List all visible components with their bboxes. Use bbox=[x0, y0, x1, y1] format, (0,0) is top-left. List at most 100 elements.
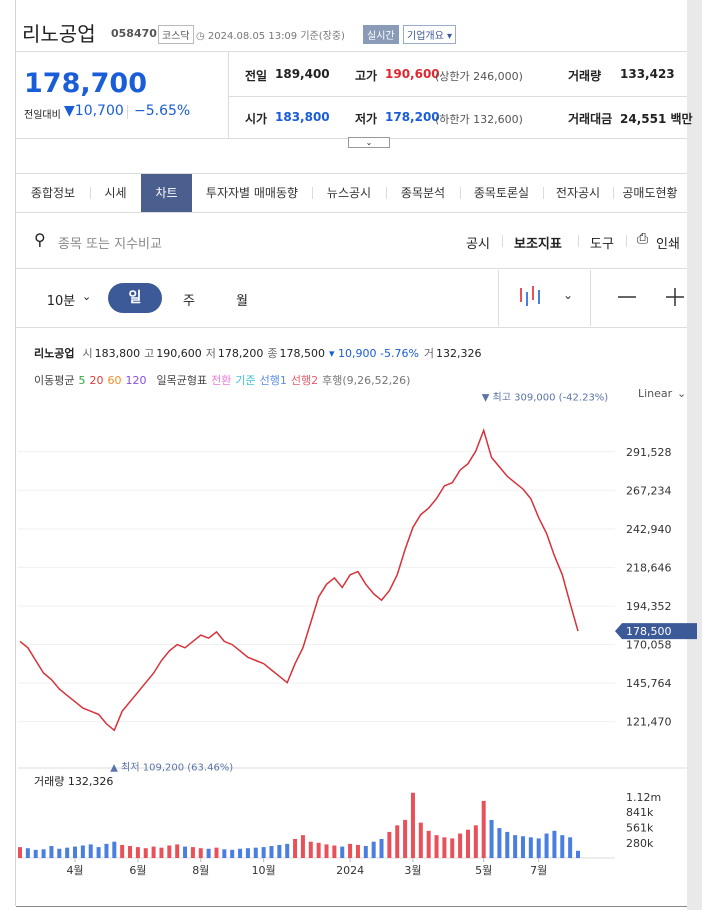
info-value: 132,326 bbox=[436, 347, 482, 360]
scale-arrow: ⌄ bbox=[677, 387, 686, 400]
volume-bar bbox=[308, 841, 313, 858]
tool-separator bbox=[502, 235, 503, 247]
chart-type-dropdown[interactable]: ⌄ bbox=[563, 288, 574, 302]
period[interactable]: 월 bbox=[236, 294, 248, 309]
summary-label: 거래대금 bbox=[568, 112, 613, 126]
last-price-tag bbox=[615, 623, 697, 640]
volume-bar bbox=[371, 841, 376, 858]
volume-bar bbox=[403, 819, 408, 858]
volume-bar bbox=[80, 845, 85, 858]
summary-value: 178,200 bbox=[385, 110, 440, 124]
tool[interactable]: 도구 bbox=[590, 237, 614, 252]
info-label: 저 bbox=[205, 347, 216, 360]
x-tick-label: 10월 bbox=[252, 864, 276, 877]
volume-bar bbox=[316, 842, 321, 858]
market-badge: 코스닥 bbox=[158, 25, 194, 44]
tab[interactable]: 공매도현황 bbox=[622, 186, 678, 200]
y-tick-label: 145,764 bbox=[626, 677, 672, 690]
period[interactable]: 일 bbox=[108, 283, 162, 313]
tab[interactable]: 종목토론실 bbox=[473, 186, 530, 200]
divider bbox=[16, 327, 687, 328]
period[interactable]: 10분 bbox=[46, 294, 76, 309]
volume-bar bbox=[348, 843, 353, 858]
tab-separator bbox=[90, 187, 91, 199]
tab[interactable]: 차트 bbox=[141, 174, 192, 212]
volume-bar bbox=[167, 845, 172, 858]
divider bbox=[16, 51, 687, 52]
volume-bar bbox=[505, 831, 510, 858]
volume-bar bbox=[528, 837, 533, 858]
datetime-text: 2024.08.05 13:09 기준(장중) bbox=[207, 31, 345, 42]
price-line bbox=[19, 428, 579, 732]
legend-title: 이동평균 bbox=[34, 374, 75, 387]
current-price: 178,700 bbox=[24, 68, 147, 99]
info-label: 고 bbox=[144, 347, 155, 360]
legend-item: 기준 bbox=[235, 374, 256, 387]
stock-code: 058470 bbox=[111, 27, 157, 40]
volume-bar bbox=[363, 846, 368, 858]
tab[interactable]: 시세 bbox=[104, 186, 127, 200]
period[interactable]: 주 bbox=[183, 294, 195, 309]
info-label: 시 bbox=[82, 347, 93, 360]
volume-bar bbox=[277, 844, 282, 858]
company-info-button[interactable]: 기업개요 ▾ bbox=[403, 25, 457, 44]
tab[interactable]: 종목분석 bbox=[400, 186, 446, 200]
divider bbox=[228, 52, 229, 138]
y-tick-label: 121,470 bbox=[626, 716, 672, 729]
volume-bar bbox=[41, 849, 46, 858]
tab-separator bbox=[613, 187, 614, 199]
tab[interactable]: 종합정보 bbox=[30, 186, 76, 200]
summary-label: 전일 bbox=[245, 69, 268, 83]
volume-bar bbox=[206, 848, 211, 858]
volume-bar bbox=[387, 831, 392, 858]
change-value: 10,700 bbox=[74, 103, 124, 119]
realtime-badge[interactable]: 실시간 bbox=[363, 25, 399, 44]
volume-bar bbox=[269, 846, 274, 858]
volume-bar bbox=[285, 843, 290, 858]
print-icon[interactable]: ⎙ bbox=[637, 231, 649, 247]
candle-icon[interactable] bbox=[520, 286, 540, 306]
x-tick-label: 2024 bbox=[336, 864, 364, 877]
search-placeholder[interactable]: 종목 또는 지수비교 bbox=[58, 237, 162, 252]
tab-separator bbox=[386, 187, 387, 199]
y-tick-label: 280k bbox=[626, 837, 654, 850]
change: ▼10,700 bbox=[64, 103, 124, 119]
tool[interactable]: 보조지표 bbox=[514, 237, 562, 252]
volume-bar bbox=[65, 847, 70, 858]
volume-bar bbox=[183, 846, 188, 858]
volume-bar bbox=[73, 846, 78, 858]
tool[interactable]: 공시 bbox=[466, 237, 490, 252]
legend-item: 60 bbox=[107, 374, 122, 387]
summary-value: 189,400 bbox=[275, 67, 330, 81]
volume-bar bbox=[552, 830, 557, 858]
summary-label: 거래량 bbox=[568, 69, 602, 83]
summary-value: 133,423 bbox=[620, 67, 675, 81]
volume-bar bbox=[135, 847, 140, 858]
high-annotation: ▼ 최고 309,000 (-42.23%) bbox=[482, 391, 609, 403]
tool[interactable]: 인쇄 bbox=[656, 237, 680, 252]
volume-bar bbox=[473, 825, 478, 858]
search-icon[interactable]: ⚲ bbox=[34, 230, 46, 249]
legend-item: 전환 bbox=[211, 374, 232, 387]
tab[interactable]: 전자공시 bbox=[555, 186, 601, 200]
expand-toggle[interactable]: ⌄ bbox=[348, 137, 390, 148]
volume-bar bbox=[128, 846, 133, 858]
divider bbox=[590, 270, 591, 326]
clock-icon: ◷ bbox=[196, 31, 208, 42]
summary-label: 고가 bbox=[355, 69, 378, 83]
last-price-label: 178,500 bbox=[626, 625, 672, 638]
change-pct: −5.65% bbox=[134, 103, 191, 119]
tab[interactable]: 뉴스공시 bbox=[326, 186, 372, 200]
summary-label: 저가 bbox=[355, 112, 378, 126]
volume-bar bbox=[560, 835, 565, 858]
tab[interactable]: 투자자별 매매동향 bbox=[205, 186, 299, 200]
summary-note: (하한가 132,600) bbox=[435, 113, 523, 126]
divider bbox=[16, 212, 687, 213]
y-tick-label: 267,234 bbox=[626, 484, 672, 497]
volume-bar bbox=[442, 837, 447, 858]
legend-title: 일목균형표 bbox=[156, 374, 208, 387]
volume-bar bbox=[253, 847, 258, 858]
volume-bar bbox=[418, 822, 423, 858]
legend-item: 선행1 bbox=[259, 374, 287, 387]
